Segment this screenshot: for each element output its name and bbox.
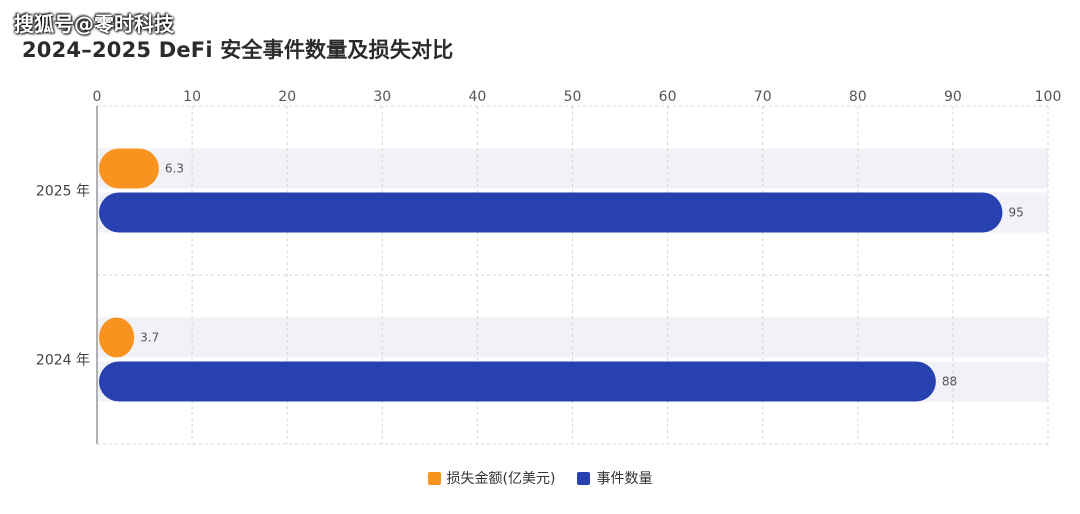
x-tick-label: 50 [564,89,582,105]
chart-legend: 损失金额(亿美元) 事件数量 [0,468,1080,488]
data-label: 6.3 [165,162,184,176]
legend-swatch-loss [427,471,441,485]
category-label: 2024 年 [36,353,90,369]
bar [99,192,1003,233]
legend-item-loss[interactable]: 损失金额(亿美元) [427,468,556,488]
data-label: 88 [942,375,957,389]
x-tick-label: 60 [659,89,677,105]
x-tick-label: 70 [754,89,772,105]
data-label: 3.7 [140,331,159,345]
bar [99,317,135,358]
legend-label-events: 事件数量 [596,471,653,487]
x-tick-label: 10 [183,89,201,105]
legend-swatch-events [577,471,591,485]
bar [99,148,159,189]
x-tick-label: 30 [373,89,391,105]
bar [99,361,936,402]
x-tick-label: 0 [93,89,102,105]
legend-label-loss: 损失金额(亿美元) [446,471,556,487]
x-tick-label: 40 [468,89,486,105]
x-tick-label: 80 [849,89,867,105]
x-tick-label: 90 [944,89,962,105]
watermark-text: 搜狐号@零时科技 [14,12,174,36]
data-label: 95 [1008,206,1023,220]
category-label: 2025 年 [36,184,90,200]
chart-title: 2024–2025 DeFi 安全事件数量及损失对比 [22,38,454,62]
x-tick-label: 20 [278,89,296,105]
legend-item-events[interactable]: 事件数量 [577,468,652,488]
x-tick-label: 100 [1035,89,1062,105]
